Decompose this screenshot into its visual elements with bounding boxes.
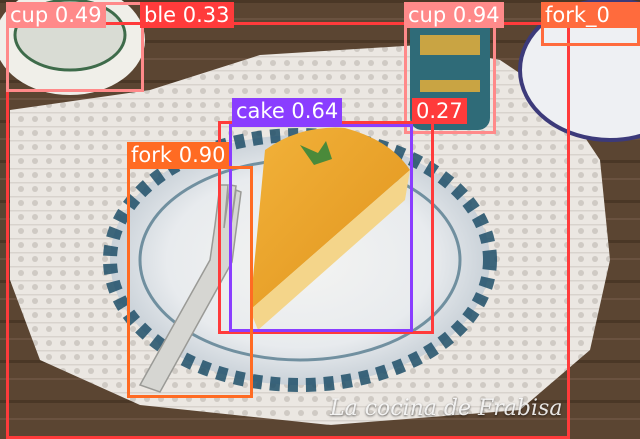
label-fork-top-right: fork_0	[541, 2, 640, 28]
bbox-cake	[229, 124, 413, 332]
bbox-dining-table	[6, 22, 570, 439]
watermark-text: La cocina de Frabisa	[330, 396, 563, 421]
label-fork: fork 0.90	[127, 142, 230, 168]
label-unknown-027: 0.27	[412, 98, 467, 124]
label-dining-table: ble 0.33	[140, 2, 234, 28]
fork-utensil	[138, 184, 242, 393]
bbox-fork	[127, 166, 253, 398]
plate-top-right	[518, 0, 640, 142]
label-cake: cake 0.64	[232, 98, 343, 124]
label-cup-left: cup 0.49	[6, 2, 106, 28]
cake-slice	[250, 127, 410, 310]
label-cup-right: cup 0.94	[404, 2, 504, 28]
